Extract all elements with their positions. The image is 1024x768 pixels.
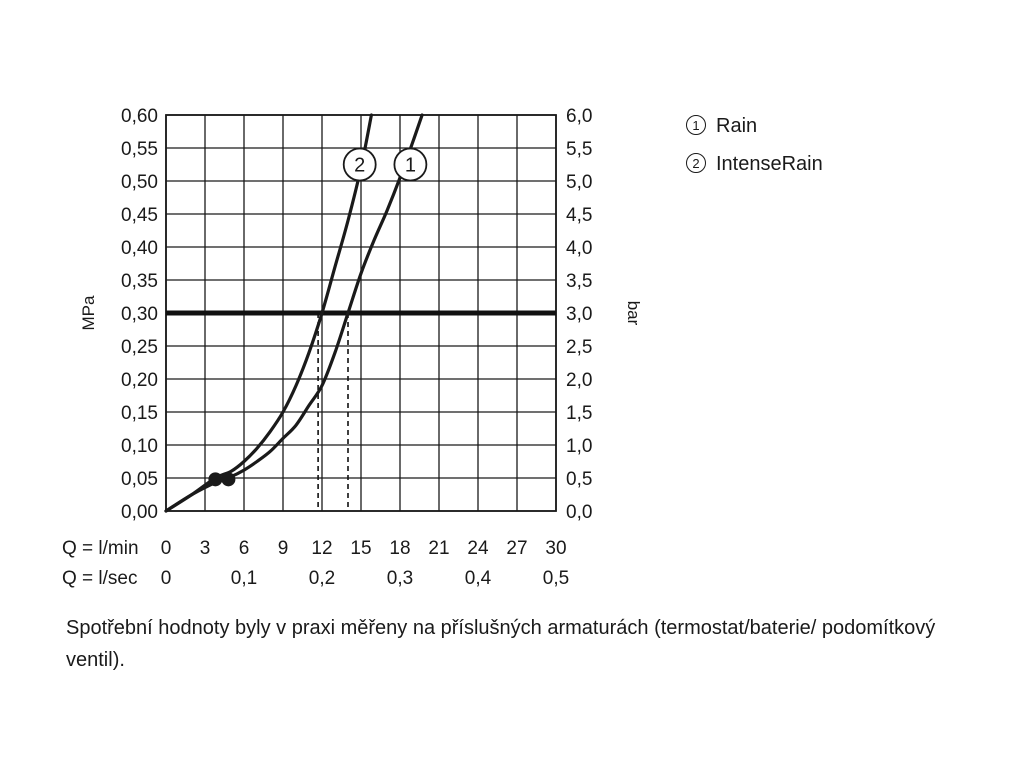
y-right-tick-label: 0,0 [566, 502, 592, 523]
legend-number: 2 [686, 153, 706, 173]
series-marker-2 [208, 472, 223, 487]
chart-caption: Spotřební hodnoty byly v praxi měřeny na… [66, 617, 936, 671]
x-lsec-tick-label: 0,5 [543, 568, 569, 589]
x-lmin-tick-label: 30 [545, 538, 566, 559]
legend-item-intenserain: 2 IntenseRain [686, 152, 823, 176]
y-right-tick-label: 1,0 [566, 436, 592, 457]
y-left-tick-label: 0,00 [121, 502, 158, 523]
series-label-circle-1 [393, 147, 428, 182]
y-right-tick-label: 5,0 [566, 172, 592, 193]
series-label-circle-2 [342, 147, 377, 182]
y-right-tick-label: 4,0 [566, 238, 592, 259]
x-lmin-tick-label: 27 [506, 538, 527, 559]
y-right-tick-label: 1,5 [566, 403, 592, 424]
y-left-tick-label: 0,50 [121, 172, 158, 193]
x-lsec-tick-label: 0,1 [231, 568, 257, 589]
y-left-tick-label: 0,35 [121, 271, 158, 292]
y-left-tick-label: 0,30 [121, 304, 158, 325]
series-label-1: 1 [405, 155, 416, 177]
series-label-2: 2 [354, 155, 365, 177]
y-left-tick-label: 0,45 [121, 205, 158, 226]
legend: 1 Rain 2 IntenseRain [686, 114, 823, 176]
y-right-tick-label: 3,0 [566, 304, 592, 325]
y-left-tick-label: 0,15 [121, 403, 158, 424]
y-left-axis-label: MPa [79, 295, 98, 331]
y-right-tick-label: 2,0 [566, 370, 592, 391]
x-lsec-tick-label: 0 [161, 568, 172, 589]
x-lmin-axis-label: Q = l/min [62, 538, 139, 559]
legend-item-rain: 1 Rain [686, 114, 823, 138]
x-lmin-tick-label: 21 [428, 538, 449, 559]
y-right-tick-label: 6,0 [566, 106, 592, 127]
x-lmin-tick-label: 3 [200, 538, 211, 559]
legend-number: 1 [686, 115, 706, 135]
y-left-tick-label: 0,60 [121, 106, 158, 127]
x-lmin-tick-label: 24 [467, 538, 489, 559]
y-left-tick-label: 0,10 [121, 436, 158, 457]
y-right-tick-label: 3,5 [566, 271, 592, 292]
series-marker-1 [221, 472, 236, 487]
x-lsec-axis-label: Q = l/sec [62, 568, 138, 589]
x-lmin-tick-label: 18 [389, 538, 410, 559]
legend-label: Rain [716, 115, 758, 137]
x-lsec-tick-label: 0,4 [465, 568, 492, 589]
y-left-tick-label: 0,20 [121, 370, 158, 391]
chart-series: 12 [164, 113, 556, 513]
x-lmin-tick-label: 15 [350, 538, 371, 559]
x-lsec-tick-label: 0,2 [309, 568, 335, 589]
y-right-tick-label: 0,5 [566, 469, 592, 490]
y-left-tick-label: 0,55 [121, 139, 158, 160]
x-lmin-tick-label: 9 [278, 538, 289, 559]
x-lmin-tick-label: 12 [311, 538, 332, 559]
y-left-tick-label: 0,05 [121, 469, 158, 490]
y-left-tick-label: 0,40 [121, 238, 158, 259]
x-lmin-tick-label: 6 [239, 538, 250, 559]
x-lsec-tick-label: 0,3 [387, 568, 413, 589]
x-lmin-tick-label: 0 [161, 538, 172, 559]
y-right-tick-label: 5,5 [566, 139, 592, 160]
y-left-tick-label: 0,25 [121, 337, 158, 358]
y-right-tick-label: 4,5 [566, 205, 592, 226]
y-right-tick-label: 2,5 [566, 337, 592, 358]
y-right-axis-label: bar [624, 301, 643, 326]
chart-labels: 0,000,050,100,150,200,250,300,350,400,45… [62, 106, 643, 589]
legend-label: IntenseRain [716, 153, 823, 175]
flow-pressure-chart: 12 0,000,050,100,150,200,250,300,350,400… [62, 106, 643, 589]
